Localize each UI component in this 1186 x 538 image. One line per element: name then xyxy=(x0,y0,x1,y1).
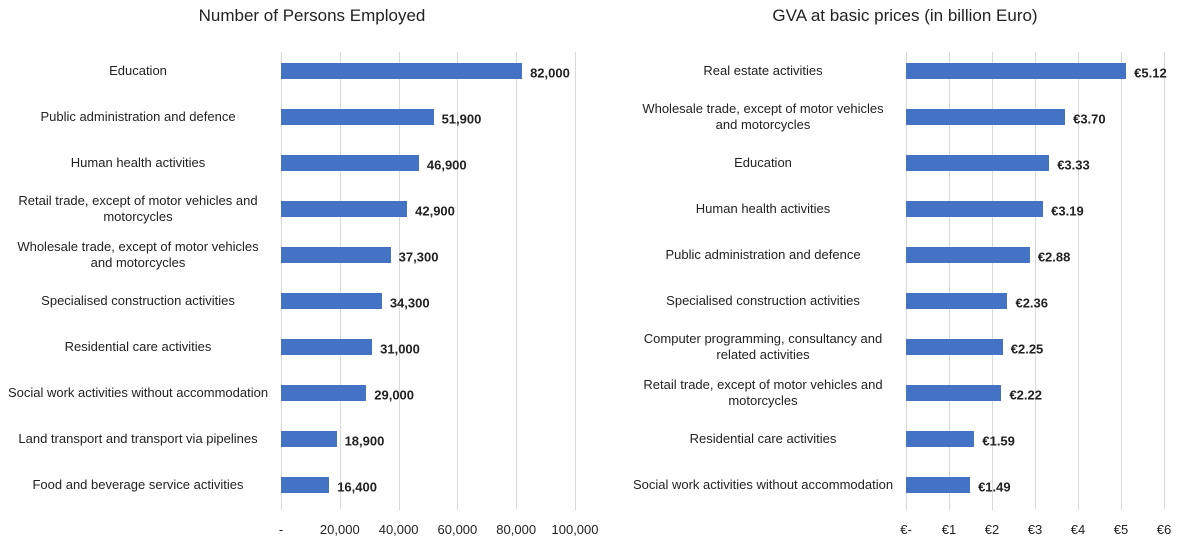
category-label: Real estate activities xyxy=(703,63,823,78)
bar xyxy=(281,339,373,355)
value-label: 42,900 xyxy=(415,203,455,219)
value-label: €3.70 xyxy=(1073,111,1106,127)
category-label: Education xyxy=(734,155,792,170)
value-label: 31,000 xyxy=(380,341,420,357)
value-label: 51,900 xyxy=(441,111,482,127)
x-tick-label: 60,000 xyxy=(437,522,478,537)
bar xyxy=(906,63,1127,79)
x-tick-label: €2 xyxy=(984,522,1000,537)
value-label: 82,000 xyxy=(530,65,570,81)
category-label: Land transport and transport via pipelin… xyxy=(18,431,258,446)
x-tick-label: €3 xyxy=(1027,522,1043,537)
value-label: 16,400 xyxy=(337,479,377,495)
bar xyxy=(281,293,382,309)
bar xyxy=(281,431,337,447)
category-label: Education xyxy=(109,63,167,78)
grid-line xyxy=(1164,52,1165,510)
category-label: Human health activities xyxy=(70,155,206,170)
category-label: Specialised construction activities xyxy=(666,293,860,308)
value-label: €2.36 xyxy=(1015,295,1049,311)
category-label: Social work activities without accommoda… xyxy=(632,477,894,492)
bar xyxy=(281,201,408,217)
value-label: €1.59 xyxy=(982,433,1015,449)
x-tick-label: €5 xyxy=(1113,522,1129,537)
bar xyxy=(281,63,523,79)
bar xyxy=(906,477,971,493)
category-label: Retail trade, except of motor vehicles a… xyxy=(18,193,258,224)
category-label: Public administration and defence xyxy=(40,109,236,124)
x-tick-label: 100,000 xyxy=(551,522,599,537)
value-label: 29,000 xyxy=(374,387,415,403)
category-label: Retail trade, except of motor vehicles a… xyxy=(643,377,883,408)
category-label: Public administration and defence xyxy=(665,247,861,262)
bar xyxy=(906,385,1002,401)
x-tick-label: €6 xyxy=(1156,522,1172,537)
bar xyxy=(906,155,1050,171)
bar xyxy=(281,155,419,171)
grid-line xyxy=(906,52,907,510)
category-label: Food and beverage service activities xyxy=(32,477,244,492)
bar xyxy=(906,109,1066,125)
category-label: Residential care activities xyxy=(64,339,212,354)
chart-title: Number of Persons Employed xyxy=(198,6,426,25)
category-label: Social work activities without accommoda… xyxy=(7,385,269,400)
bar xyxy=(281,385,367,401)
category-label: Wholesale trade, except of motor vehicle… xyxy=(17,239,259,270)
x-tick-label: €- xyxy=(900,522,912,537)
x-tick-label: 20,000 xyxy=(319,522,360,537)
grid-line xyxy=(992,52,993,510)
value-label: 34,300 xyxy=(389,295,430,311)
x-tick-label: - xyxy=(278,522,284,537)
bar xyxy=(281,477,330,493)
grid-line xyxy=(281,52,282,510)
grid-line xyxy=(339,52,341,510)
grid-line xyxy=(516,52,518,510)
chart-title: GVA at basic prices (in billion Euro) xyxy=(772,6,1038,25)
bar xyxy=(906,293,1008,309)
value-label: €3.33 xyxy=(1057,157,1090,173)
grid-line xyxy=(398,52,400,510)
bar xyxy=(281,109,434,125)
category-label: Human health activities xyxy=(695,201,831,216)
value-label: 37,300 xyxy=(398,249,439,265)
value-label: €5.12 xyxy=(1134,65,1167,81)
grid-line xyxy=(457,52,459,510)
category-label: Specialised construction activities xyxy=(41,293,235,308)
bar xyxy=(906,339,1003,355)
grid-line xyxy=(949,52,950,510)
value-label: 46,900 xyxy=(426,157,467,173)
x-tick-label: 80,000 xyxy=(496,522,537,537)
grid-line xyxy=(575,52,576,510)
value-label: €2.22 xyxy=(1009,387,1042,403)
bar xyxy=(281,247,391,263)
value-label: €2.88 xyxy=(1037,249,1071,265)
grid-line xyxy=(1035,52,1036,510)
x-tick-label: 40,000 xyxy=(378,522,419,537)
x-tick-label: €1 xyxy=(941,522,957,537)
bar xyxy=(906,247,1030,263)
category-label: Residential care activities xyxy=(689,431,837,446)
value-label: €3.19 xyxy=(1051,203,1084,219)
category-label: Wholesale trade, except of motor vehicle… xyxy=(642,101,884,132)
bar xyxy=(906,431,975,447)
grid-line xyxy=(1121,52,1122,510)
value-label: 18,900 xyxy=(344,433,385,449)
grid-line xyxy=(1078,52,1079,510)
category-label: Computer programming, consultancy and re… xyxy=(643,331,883,362)
bar xyxy=(906,201,1044,217)
value-label: €1.49 xyxy=(978,479,1011,495)
value-label: €2.25 xyxy=(1010,341,1044,357)
x-tick-label: €4 xyxy=(1070,522,1086,537)
